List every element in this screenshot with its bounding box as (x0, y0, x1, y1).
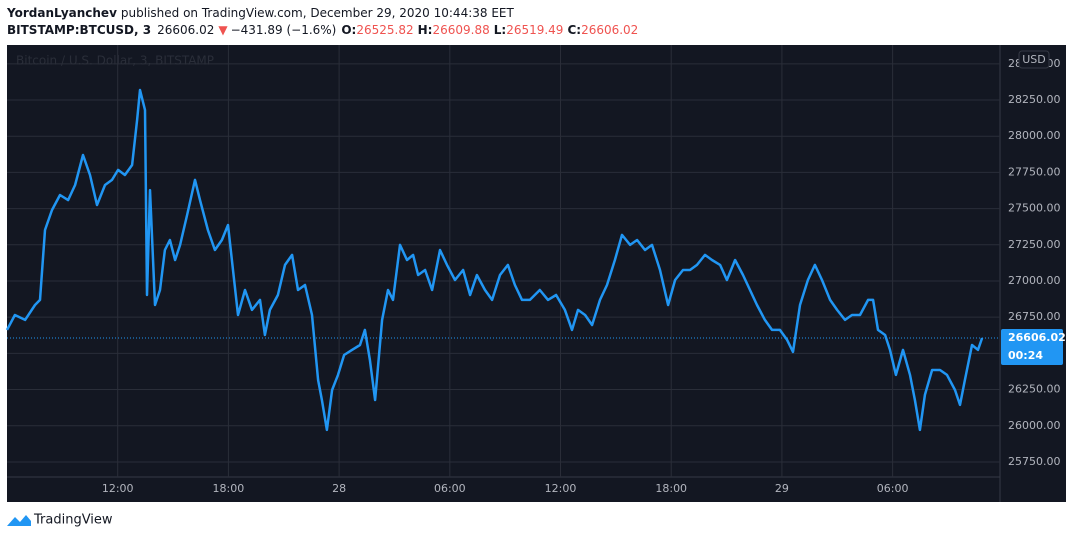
currency: USD (1022, 53, 1046, 66)
down-arrow: ▼ (218, 23, 228, 37)
y-tick-label: 27250.00 (1008, 238, 1061, 251)
ohlc-value: 26525.82 (356, 23, 413, 37)
y-tick-label: 25750.00 (1008, 455, 1061, 468)
symbol: BITSTAMP:BTCUSD, 3 (7, 23, 151, 37)
x-tick-label: 06:00 (877, 482, 909, 495)
x-tick-label: 12:00 (102, 482, 134, 495)
watermark: Bitcoin / U.S. Dollar, 3, BITSTAMP (16, 54, 214, 68)
plot (5, 88, 1000, 432)
change: −431.89 (−1.6%) (231, 23, 337, 37)
y-tick-label: 26000.00 (1008, 419, 1061, 432)
y-tick-label: 27750.00 (1008, 165, 1061, 178)
grid (7, 45, 1000, 477)
y-tick-label: 28000.00 (1008, 129, 1061, 142)
published: published on TradingView.com, December 2… (121, 6, 515, 20)
x-tick-label: 06:00 (434, 482, 466, 495)
pane (7, 45, 1066, 502)
price-line (5, 88, 984, 432)
header-line2: BITSTAMP:BTCUSD, 3 26606.02 ▼ −431.89 (−1.6… (7, 23, 638, 37)
y-tick-label: 28250.00 (1008, 93, 1061, 106)
brand: TradingView (33, 513, 113, 528)
y-tick-label: 26250.00 (1008, 383, 1061, 396)
y-tick-label: 27000.00 (1008, 274, 1061, 287)
ohlc-label: L: (494, 23, 506, 37)
y-tick-label: 27500.00 (1008, 202, 1061, 215)
price-tag-box (1001, 329, 1063, 366)
author: YordanLyanchev (6, 6, 117, 20)
x-tick-label: 12:00 (545, 482, 577, 495)
price: 26606.02 (157, 23, 214, 37)
price-tag-value: 26606.02 (1008, 331, 1066, 344)
header-line1: YordanLyanchev published on TradingView.c… (6, 6, 514, 20)
price-tag: 26606.02 00:24 (1001, 329, 1066, 366)
ohlc-label: H: (418, 23, 433, 37)
ohlc-value: 26519.49 (506, 23, 563, 37)
ohlc-label: O: (341, 23, 356, 37)
x-tick-label: 29 (775, 482, 789, 495)
ohlc-value: 26609.88 (432, 23, 489, 37)
ohlc-label: C: (567, 23, 581, 37)
ohlc-value: 26606.02 (581, 23, 638, 37)
tv-logo (7, 515, 31, 526)
x-tick-label: 28 (332, 482, 346, 495)
currency-box[interactable] (1018, 50, 1050, 69)
x-tick-label: 18:00 (213, 482, 245, 495)
countdown: 00:24 (1008, 349, 1043, 362)
x-tick-label: 18:00 (655, 482, 687, 495)
y-tick-label: 26750.00 (1008, 310, 1061, 323)
